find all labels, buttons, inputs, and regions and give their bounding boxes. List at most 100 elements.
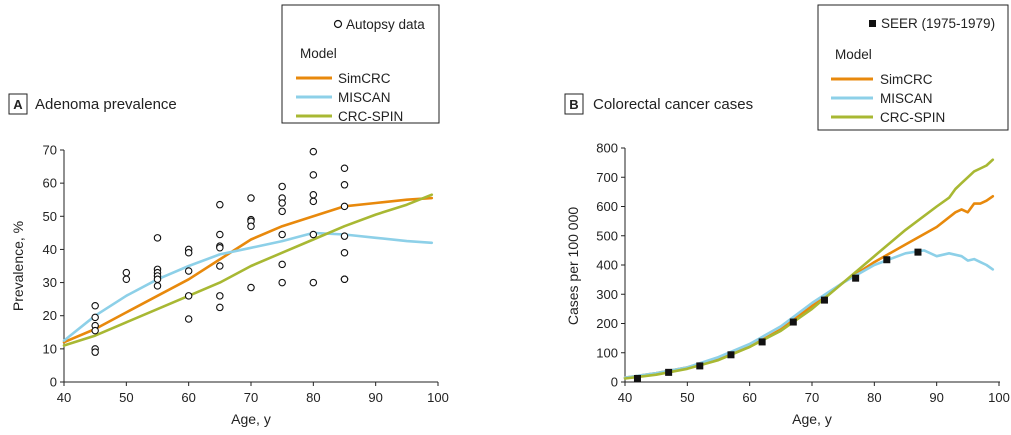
panel-a-autopsy-point bbox=[184, 267, 193, 275]
panel-a-autopsy-point bbox=[216, 303, 224, 312]
panel-a-autopsy-point bbox=[340, 164, 349, 172]
panel-a-autopsy-point bbox=[278, 260, 286, 269]
panel-a-autopsy-point bbox=[216, 292, 224, 300]
panel-a-autopsy-point bbox=[309, 147, 318, 156]
panel-b-seer-point bbox=[727, 351, 735, 359]
panel-a-legend-label-miscan: MISCAN bbox=[338, 90, 391, 105]
panel-a-ticks: 0 10 20 30 40 50 60 70 40 50 60 70 80 90 100 bbox=[43, 143, 449, 406]
panel-a-y-label: Prevalence, % bbox=[10, 221, 26, 311]
panel-b-seer-point bbox=[820, 296, 828, 304]
panel-b-letter: B bbox=[569, 97, 578, 112]
panel-a-legend-model-heading: Model bbox=[300, 46, 337, 61]
panel-a-autopsy-point bbox=[216, 244, 224, 252]
panel-a-y-tick-label: 20 bbox=[43, 308, 57, 323]
panel-b-y-tick-label: 200 bbox=[596, 316, 618, 331]
panel-b-x-tick-label: 50 bbox=[680, 390, 694, 405]
panel-b-seer-point bbox=[665, 368, 673, 376]
panel-a-autopsy-point bbox=[309, 171, 318, 179]
panel-a-autopsy-point bbox=[153, 275, 162, 284]
panel-b-seer-point bbox=[852, 274, 860, 282]
panel-a-autopsy-point bbox=[216, 230, 224, 239]
panel-b-x-tick-label: 100 bbox=[988, 390, 1010, 405]
panel-a-x-tick-label: 60 bbox=[181, 390, 195, 405]
panel-a-y-tick-label: 50 bbox=[43, 209, 57, 224]
panel-b-line-simcrc bbox=[623, 195, 995, 379]
panel-a-y-tick-label: 60 bbox=[43, 176, 57, 191]
panel-b-seer-point bbox=[914, 248, 922, 256]
panel-a-autopsy-point bbox=[247, 194, 255, 202]
panel-a-line-simcrc bbox=[62, 196, 434, 344]
panel-b-x-label: Age, y bbox=[792, 411, 832, 427]
panel-a-autopsy-point bbox=[278, 207, 286, 216]
panel-b-ticks: 0 100 200 300 400 500 600 700 800 40 50 60 70 80 90 100 bbox=[596, 141, 1010, 406]
panel-b-line-miscan bbox=[623, 249, 995, 379]
panel-a-x-tick-label: 40 bbox=[57, 390, 71, 405]
panel-a-letter: A bbox=[13, 97, 23, 112]
panel-a-autopsy-point bbox=[91, 326, 99, 335]
panel-b-x-tick-label: 90 bbox=[929, 390, 943, 405]
panel-a-autopsy-point bbox=[122, 275, 131, 284]
panel-a-letter-box bbox=[8, 93, 28, 115]
panel-b: B Colorectal cancer cases SEER (1975-197… bbox=[564, 4, 1010, 427]
panel-a-autopsy-point bbox=[278, 230, 286, 239]
panel-a-legend-label-crcspin: CRC-SPIN bbox=[338, 109, 403, 124]
panel-b-series-lines bbox=[623, 158, 995, 380]
panel-b-y-tick-label: 400 bbox=[596, 258, 618, 273]
panel-b-x-tick-label: 40 bbox=[618, 390, 632, 405]
panel-b-y-label: Cases per 100 000 bbox=[565, 207, 581, 326]
panel-a-autopsy-point bbox=[340, 232, 349, 240]
panel-b-y-tick-label: 800 bbox=[596, 141, 618, 156]
panel-a-x-tick-label: 100 bbox=[427, 390, 449, 405]
panel-b-legend-label-simcrc: SimCRC bbox=[880, 72, 933, 87]
panel-a-legend-label-simcrc: SimCRC bbox=[338, 71, 391, 86]
panel-a-x-tick-label: 50 bbox=[119, 390, 133, 405]
panel-b-legend-label-seer: SEER (1975-1979) bbox=[881, 16, 995, 31]
panel-b-y-tick-label: 300 bbox=[596, 287, 618, 302]
panel-a-autopsy-point bbox=[340, 181, 349, 189]
panel-a-y-tick-label: 40 bbox=[43, 242, 57, 257]
panel-a-line-miscan bbox=[62, 231, 434, 342]
panel-a-x-tick-label: 90 bbox=[368, 390, 382, 405]
panel-a-legend bbox=[281, 4, 440, 124]
panel-b-legend-label-crcspin: CRC-SPIN bbox=[880, 110, 945, 125]
panel-b-letter-box bbox=[564, 93, 584, 115]
panel-a-autopsy-point bbox=[247, 283, 255, 292]
panel-b-y-tick-label: 700 bbox=[596, 170, 618, 185]
panel-b-seer-point bbox=[696, 362, 704, 370]
panel-b-y-tick-label: 0 bbox=[611, 375, 618, 390]
panel-a-legend-marker-autopsy bbox=[333, 19, 343, 29]
panel-b-legend bbox=[817, 4, 1009, 131]
panel-a-x-label: Age, y bbox=[231, 411, 271, 427]
panel-b-y-tick-label: 600 bbox=[596, 199, 618, 214]
panel-a-legend-label-autopsy: Autopsy data bbox=[346, 17, 425, 32]
panel-b-line-crcspin bbox=[623, 158, 995, 380]
panel-b-x-tick-label: 60 bbox=[742, 390, 756, 405]
panel-a-autopsy-point bbox=[340, 248, 349, 257]
panel-b-seer-point bbox=[633, 374, 641, 382]
panel-a-title: Adenoma prevalence bbox=[35, 96, 177, 113]
panel-a-autopsy-point bbox=[278, 278, 286, 287]
panel-b-legend-model-heading: Model bbox=[835, 47, 872, 62]
panel-a-autopsy-point bbox=[340, 275, 349, 284]
panel-a-y-tick-label: 70 bbox=[43, 143, 57, 158]
panel-b-seer-points bbox=[633, 248, 922, 382]
panel-a-autopsy-point bbox=[309, 278, 318, 287]
panel-b-legend-label-miscan: MISCAN bbox=[880, 91, 933, 106]
panel-a-line-crcspin bbox=[62, 193, 434, 347]
panel-a-y-tick-label: 30 bbox=[43, 275, 57, 290]
panel-b-seer-point bbox=[789, 318, 797, 326]
panel-b-x-tick-label: 80 bbox=[867, 390, 881, 405]
panel-a-autopsy-point bbox=[247, 222, 255, 230]
panel-a-autopsy-point bbox=[278, 182, 286, 191]
panel-a-autopsy-points bbox=[91, 147, 349, 356]
panel-b-seer-point bbox=[883, 256, 891, 264]
panel-b-y-tick-label: 500 bbox=[596, 228, 618, 243]
panel-a-autopsy-point bbox=[153, 234, 162, 242]
panel-b-seer-point bbox=[758, 338, 766, 346]
panel-a-autopsy-point bbox=[184, 292, 193, 300]
panel-a-autopsy-point bbox=[184, 248, 193, 257]
panel-b-title: Colorectal cancer cases bbox=[593, 96, 753, 113]
panel-a-x-tick-label: 80 bbox=[306, 390, 320, 405]
panel-a-autopsy-point bbox=[91, 313, 99, 322]
